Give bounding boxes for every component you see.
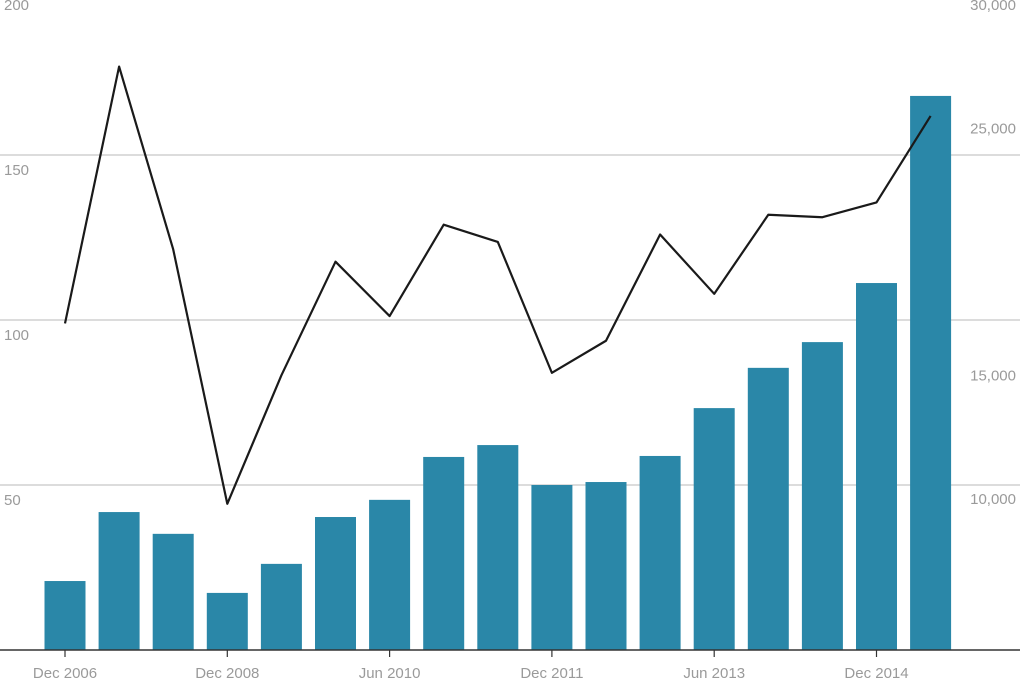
y-tick-label: 100: [4, 327, 29, 344]
bar: [44, 581, 86, 650]
y2-tick-label: 15,000: [970, 368, 1016, 385]
bar: [801, 342, 843, 650]
bar: [856, 283, 897, 650]
bar: [152, 533, 194, 650]
y2-tick-label: 10,000: [970, 491, 1016, 508]
x-tick-label: Dec 2006: [33, 665, 97, 680]
bar: [206, 592, 248, 650]
y-tick-label: 150: [4, 162, 29, 179]
bar: [477, 445, 519, 650]
line: [63, 65, 932, 505]
bar: [585, 482, 627, 650]
bar: [423, 456, 465, 650]
x-tick-label: Dec 2008: [195, 665, 259, 680]
y2-tick-label: 25,000: [970, 121, 1016, 138]
bar: [910, 95, 952, 651]
bar: [98, 512, 140, 650]
bar: [531, 485, 573, 650]
bar: [747, 367, 789, 650]
x-tick-label: Jun 2010: [359, 665, 421, 680]
x-tick-label: Dec 2014: [844, 665, 908, 680]
bar: [260, 563, 302, 650]
y-tick-label: 50: [4, 492, 21, 509]
y2-tick-label: 30,000: [970, 0, 1016, 14]
bar: [315, 517, 356, 650]
bar: [369, 499, 411, 650]
x-tick-label: Dec 2011: [520, 665, 583, 680]
bar: [639, 455, 681, 650]
y-tick-label: 200: [4, 0, 29, 14]
bar: [693, 408, 735, 650]
x-tick-label: Jun 2013: [683, 665, 745, 680]
